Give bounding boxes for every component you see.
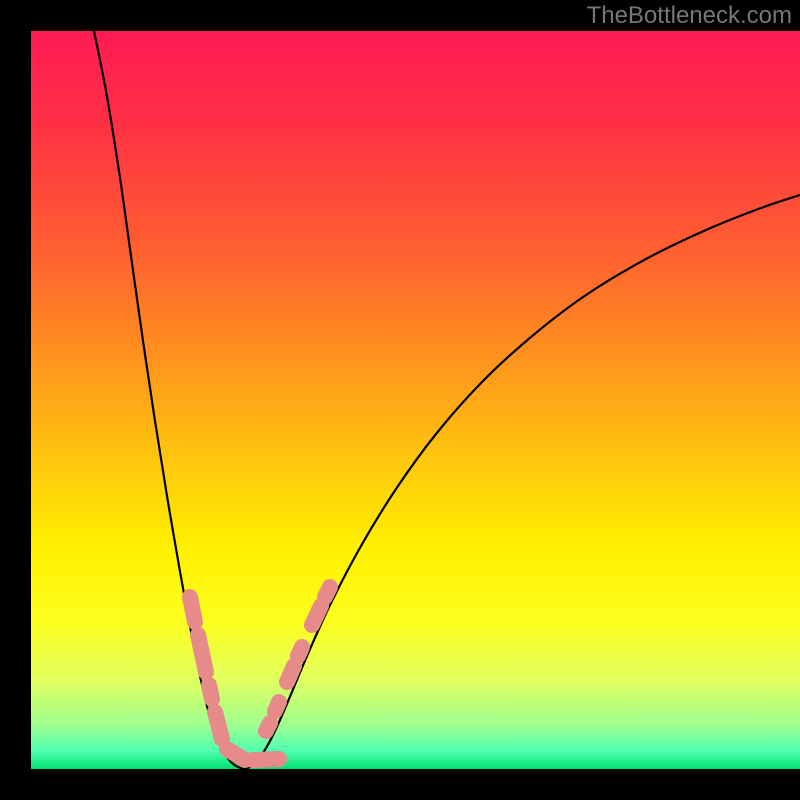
marker-capsule	[227, 749, 245, 760]
marker-capsule	[209, 685, 212, 699]
curve-overlay	[31, 31, 800, 769]
marker-capsule	[275, 702, 279, 711]
marker-capsule	[215, 712, 222, 739]
marker-capsule	[312, 606, 321, 625]
marker-capsule	[253, 759, 279, 760]
marker-capsule	[198, 635, 206, 672]
marker-capsule	[266, 723, 270, 731]
curve-left-branch	[94, 31, 245, 769]
curve-right-branch	[245, 195, 800, 769]
chart-canvas: TheBottleneck.com	[0, 0, 800, 800]
plot-area	[31, 31, 800, 769]
marker-capsule	[325, 587, 330, 597]
marker-capsule	[298, 647, 302, 656]
watermark-text: TheBottleneck.com	[587, 2, 792, 30]
marker-capsule	[190, 597, 195, 622]
marker-capsule	[287, 666, 294, 682]
